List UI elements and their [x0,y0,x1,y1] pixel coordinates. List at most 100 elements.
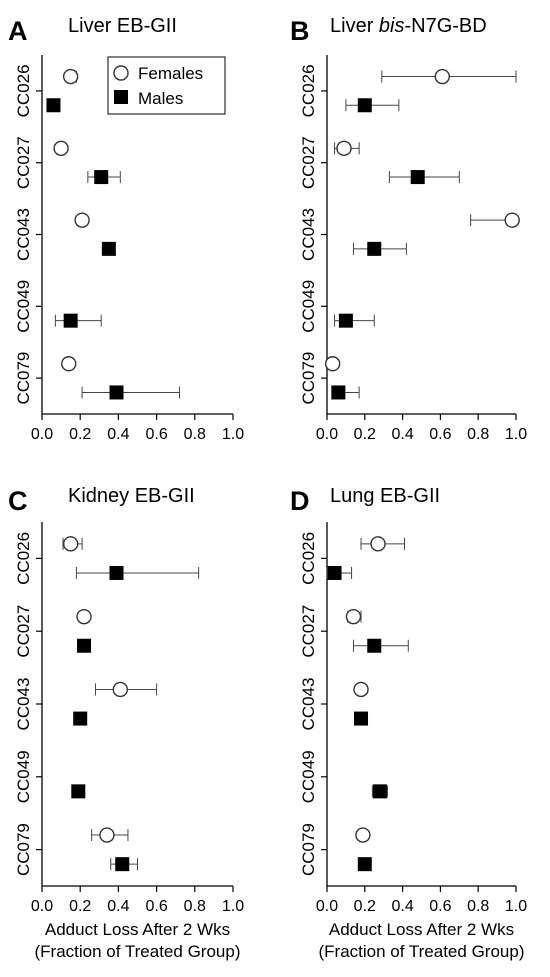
category-label: CC027 [299,605,318,658]
panel-letter: C [8,486,28,516]
category-label: CC043 [299,678,318,731]
category-label: CC043 [14,208,33,261]
panel-letter: D [290,486,310,516]
female-marker [434,68,450,85]
male-marker [354,711,369,726]
data-point-males-cc049 [334,313,375,328]
data-point-males-cc049 [71,784,86,799]
data-point-females-cc079 [91,827,129,843]
x-axis-label-secondary: (Fraction of Treated Group) [319,942,525,961]
female-marker [336,140,352,157]
female-marker [504,212,520,228]
x-tick-label: 1.0 [222,426,244,443]
male-marker [338,313,353,328]
female-marker [324,356,341,372]
data-point-males-cc049 [371,784,388,799]
panel-a: A Liver EB-GII 0.0 0.2 0.4 0.6 0.8 1.0 CC026 CC02… [8,15,244,443]
data-point-females-cc026 [62,68,79,85]
x-tick-label: 0.2 [69,426,91,443]
legend-female-marker [113,65,129,81]
female-marker [53,140,69,157]
x-tick-label: 0.4 [107,898,129,915]
title-part: Liver [330,15,379,37]
panel-title: Liver EB-GII [68,15,177,37]
male-marker [327,565,342,580]
data-point-males-cc026 [75,565,200,580]
legend-male-marker [114,90,128,104]
female-marker [62,536,79,552]
male-marker [357,98,372,113]
title-part: Kidney EB-GII [68,485,195,507]
male-marker [410,170,425,185]
male-marker [77,638,92,653]
data-point-males-cc043 [354,711,369,726]
female-marker [61,356,77,372]
x-tick-label: 0.6 [429,898,451,915]
x-axis-label: Adduct Loss After 2 Wks [45,920,230,939]
male-marker [71,784,86,799]
male-marker [115,857,130,872]
data-point-females-cc079 [324,356,341,372]
data-point-females-cc026 [62,536,83,552]
legend: Females Males [107,56,226,115]
data-point-males-cc027 [87,170,121,185]
title-part: Liver EB-GII [68,15,177,37]
x-tick-label: 0.6 [145,898,167,915]
panel-title: Lung EB-GII [330,485,440,507]
male-marker [73,711,88,726]
female-marker [76,608,92,625]
male-marker [331,385,346,400]
x-tick-label: 0.4 [391,426,413,443]
data-point-males-cc026 [46,98,61,113]
data-point-males-cc026 [345,98,400,113]
title-part: Lung EB-GII [330,485,440,507]
category-label: CC049 [14,750,33,803]
data-point-males-cc043 [352,241,407,256]
category-label: CC026 [299,532,318,585]
category-label: CC043 [299,208,318,261]
category-label: CC026 [14,64,33,117]
x-axis-label-secondary: (Fraction of Treated Group) [35,942,241,961]
panel-letter: B [290,16,310,46]
category-label: CC079 [14,352,33,405]
category-label: CC049 [299,280,318,333]
data-point-females-cc027 [334,140,360,157]
x-tick-label: 0.0 [31,426,53,443]
data-point-males-cc043 [73,711,88,726]
legend-label-males: Males [138,89,183,108]
female-marker [112,681,129,698]
panel-b: B Liver bis-N7G-BD 0.0 0.2 0.4 0.6 0.8 1.0 CC026… [290,15,527,443]
category-label: CC043 [14,678,33,731]
x-tick-label: 0.2 [69,898,91,915]
category-label: CC026 [14,532,33,585]
category-label: CC049 [14,280,33,333]
x-tick-label: 0.8 [184,426,206,443]
data-point-females-cc043 [470,212,520,228]
data-point-males-cc043 [101,241,116,256]
x-tick-label: 1.0 [505,426,527,443]
x-tick-label: 0.8 [467,426,489,443]
panel-title: Kidney EB-GII [68,485,195,507]
male-marker [94,170,109,185]
male-marker [101,241,116,256]
x-tick-label: 0.2 [354,426,376,443]
male-marker [372,784,387,799]
data-point-females-cc043 [94,681,158,698]
x-tick-label: 0.0 [316,898,338,915]
x-tick-label: 0.0 [31,898,53,915]
data-point-males-cc079 [331,385,360,400]
x-tick-label: 0.4 [391,898,413,915]
title-part: -N7G-BD [404,15,486,37]
male-marker [63,313,78,328]
panel-letter: A [8,16,28,46]
legend-label-females: Females [138,64,203,83]
x-tick-label: 0.6 [145,426,167,443]
category-label: CC079 [299,823,318,876]
panel-c: C Kidney EB-GII 0.0 0.2 0.4 0.6 0.8 1.0 CC026 CC0… [8,485,244,961]
male-marker [367,638,382,653]
data-point-females-cc026 [360,536,405,552]
panel-title: Liver bis-N7G-BD [330,15,487,37]
category-label: CC079 [14,823,33,876]
data-point-females-cc027 [53,140,69,157]
